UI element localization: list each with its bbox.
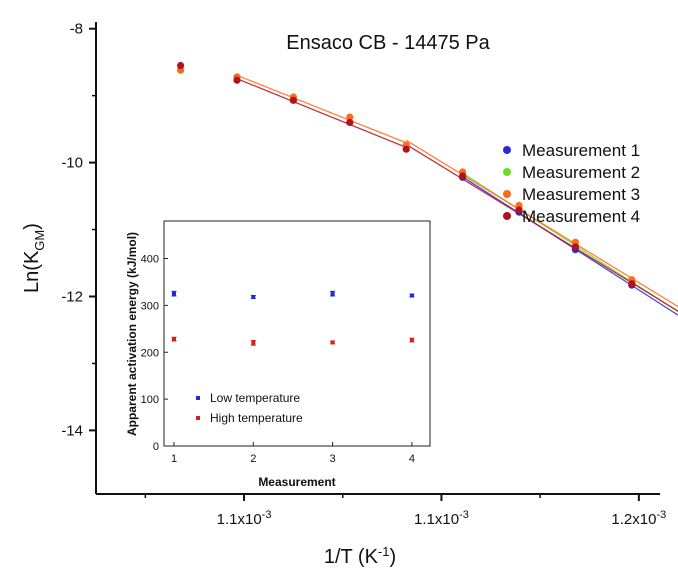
legend-marker (503, 212, 511, 220)
chart-title: Ensaco CB - 14475 Pa (286, 32, 490, 54)
inset-data-point (330, 340, 335, 345)
x-tick-label: 1.1x10-3 (217, 509, 272, 528)
fit-line (236, 74, 407, 144)
inset-x-tick-label: 1 (171, 453, 177, 465)
data-point (459, 172, 467, 180)
main-plot: -8-10-12-14 1.1x10-3 1.1x10-3 1.2x10-3 Ens… (21, 21, 678, 568)
inset-legend-marker (196, 416, 200, 420)
data-point (628, 280, 636, 288)
legend-label: Measurement 2 (522, 163, 640, 182)
legend-marker (503, 190, 511, 198)
inset-x-ticks: 1 2 3 4 (171, 442, 415, 465)
y-axis-title-main: Ln(K (21, 250, 43, 293)
main-y-ticks: -8 -10 -12 -14 (61, 21, 96, 439)
main-data-points (177, 61, 636, 289)
x-tick-label-exponent: -3 (262, 509, 272, 521)
data-point (346, 113, 354, 121)
x-tick-label-base: 1.2x10 (611, 511, 656, 528)
x-tick-label: 1.2x10-3 (611, 509, 666, 528)
y-axis-title-subscript: GM (32, 230, 47, 251)
main-legend: Measurement 1 Measurement 2 Measurement 3 M… (503, 141, 640, 226)
inset-data-point (172, 291, 176, 296)
legend-label: Measurement 1 (522, 141, 640, 160)
inset-data-point (251, 340, 256, 345)
y-tick-label: -14 (61, 422, 83, 439)
fit-line (236, 78, 407, 149)
data-point (402, 145, 410, 153)
inset-y-tick-label: 300 (141, 300, 159, 312)
inset-y-axis-title: Apparent activation energy (kJ/mol) (125, 232, 139, 436)
inset-y-tick-label: 200 (141, 347, 159, 359)
inset-legend: Low temperature High temperature (196, 391, 303, 425)
legend-label: Measurement 4 (522, 207, 640, 226)
inset-legend-label: High temperature (210, 411, 303, 425)
inset-data-point (409, 338, 414, 343)
data-point (515, 206, 523, 214)
y-axis-title: Ln(KGM) (21, 223, 47, 293)
inset-frame (163, 220, 431, 447)
legend-label: Measurement 3 (522, 185, 640, 204)
inset-x-tick-label: 2 (250, 453, 256, 465)
inset-data-point (251, 294, 256, 299)
legend-marker (503, 168, 511, 176)
x-tick-label-exponent: -3 (656, 509, 666, 521)
inset-y-ticks: 0 100 200 300 400 (141, 254, 168, 453)
data-point (289, 96, 297, 104)
inset-y-tick-label: 400 (141, 254, 159, 266)
data-point (571, 243, 580, 251)
inset-background (148, 216, 430, 446)
x-axis-title: 1/T (K-1) (324, 544, 396, 568)
x-tick-label-base: 1.1x10 (414, 511, 459, 528)
data-point (177, 61, 185, 70)
x-axis-title-close: ) (389, 546, 396, 568)
inset-data-point (409, 293, 414, 298)
inset-data-points (171, 290, 415, 346)
x-tick-label-base: 1.1x10 (217, 511, 262, 528)
x-tick-label-exponent: -3 (459, 509, 469, 521)
inset-y-tick-label: 100 (141, 394, 159, 406)
x-tick-label: 1.1x10-3 (414, 509, 469, 528)
inset-plot: 0 100 200 300 400 1 2 3 4 Apparent activation e… (125, 216, 431, 489)
x-axis-title-main: 1/T (K (324, 546, 379, 568)
inset-data-point (172, 337, 176, 342)
y-axis-title-close: ) (21, 223, 43, 230)
data-point (233, 76, 241, 84)
inset-data-point (330, 291, 335, 296)
inset-legend-marker (196, 396, 200, 400)
fit-line (405, 143, 678, 312)
inset-x-tick-label: 4 (409, 453, 415, 465)
main-x-ticks: 1.1x10-3 1.1x10-3 1.2x10-3 (144, 494, 666, 528)
y-tick-label: -12 (61, 288, 83, 305)
inset-legend-label: Low temperature (210, 391, 300, 405)
inset-x-axis-title: Measurement (258, 475, 335, 489)
x-axis-title-superscript: -1 (378, 544, 390, 559)
y-tick-label: -10 (61, 155, 83, 172)
y-tick-label: -8 (70, 21, 83, 38)
inset-y-tick-label: 0 (153, 441, 159, 453)
inset-x-tick-label: 3 (330, 453, 336, 465)
fit-line (405, 139, 678, 308)
data-point (346, 118, 354, 127)
legend-marker (503, 146, 511, 154)
